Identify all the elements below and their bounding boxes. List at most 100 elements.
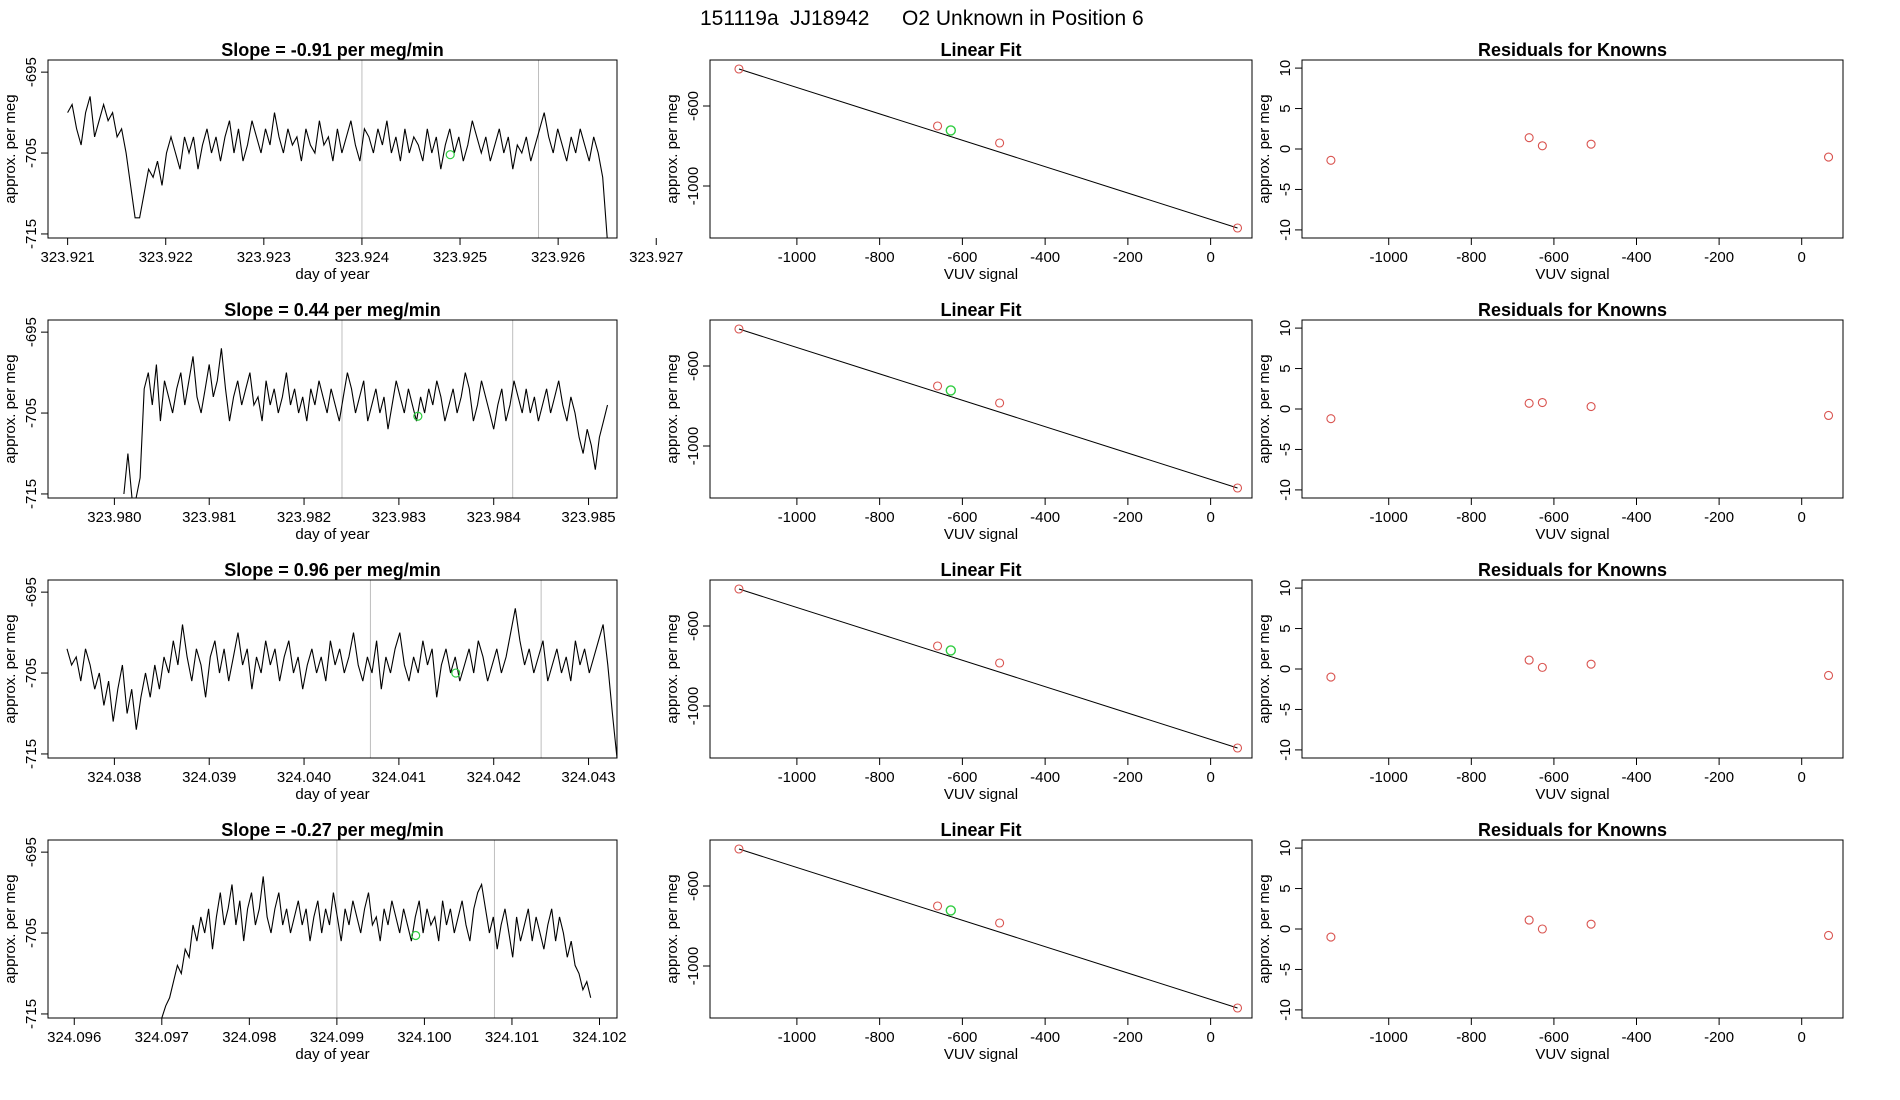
fit-line <box>738 588 1238 749</box>
unknown-point <box>945 125 956 136</box>
x-tick-label: -200 <box>1113 1029 1143 1046</box>
x-tick-label: -1000 <box>778 1029 816 1046</box>
x-tick-label: 324.040 <box>277 769 331 786</box>
x-tick-label: 0 <box>1206 249 1214 266</box>
x-axis-label: VUV signal <box>944 786 1018 803</box>
y-tick-label: -600 <box>685 611 702 641</box>
residual-point <box>1537 397 1547 408</box>
y-tick-label: -600 <box>685 91 702 121</box>
series-line <box>161 876 592 1019</box>
x-axis-label: VUV signal <box>1535 266 1609 283</box>
known-point <box>734 64 744 74</box>
y-tick-label: -5 <box>1277 963 1294 976</box>
y-tick-label: 0 <box>1277 405 1294 413</box>
y-axis-label: approx. per meg <box>1256 354 1273 463</box>
known-point <box>995 398 1005 408</box>
known-point <box>995 918 1005 928</box>
x-tick-label: 323.924 <box>335 249 389 266</box>
panel-title: Slope = 0.44 per meg/min <box>224 300 441 320</box>
y-axis-label: approx. per meg <box>1256 94 1273 203</box>
y-tick-label: 0 <box>1277 665 1294 673</box>
x-tick-label: 323.982 <box>277 509 331 526</box>
residual-point <box>1823 670 1834 681</box>
y-tick-label: -695 <box>23 837 40 867</box>
residual-point <box>1586 659 1596 669</box>
y-tick-label: -600 <box>685 871 702 901</box>
panel-title: Linear Fit <box>940 300 1021 320</box>
x-axis-label: day of year <box>295 786 369 803</box>
x-tick-label: 324.101 <box>485 1029 539 1046</box>
y-tick-label: -5 <box>1277 703 1294 716</box>
y-tick-label: -715 <box>23 999 40 1029</box>
chart-panel-time-series-row-4: Slope = -0.27 per meg/min 324.096 324.097 3… <box>2 820 627 1063</box>
unknown-point-marker <box>451 668 461 678</box>
residual-point <box>1524 915 1534 925</box>
x-tick-label: -1000 <box>1370 769 1408 786</box>
y-tick-label: -715 <box>23 739 40 769</box>
x-tick-label: -1000 <box>1370 1029 1408 1046</box>
known-point <box>1232 483 1243 493</box>
chart-panel-linear-fit-row-2: Linear Fit -1000 -800 -600 -400 -200 0 VUV sign… <box>664 300 1253 543</box>
x-tick-label: -800 <box>865 1029 895 1046</box>
chart-panel-time-series-row-3: Slope = 0.96 per meg/min 324.038 324.039 32… <box>2 560 618 803</box>
x-tick-label: -600 <box>1539 769 1569 786</box>
x-tick-label: -400 <box>1030 1029 1060 1046</box>
x-axis-label: day of year <box>295 266 369 283</box>
x-tick-label: -400 <box>1030 769 1060 786</box>
x-tick-label: -800 <box>1456 769 1486 786</box>
chart-panel-linear-fit-row-4: Linear Fit -1000 -800 -600 -400 -200 0 VUV sign… <box>664 820 1253 1063</box>
known-point <box>995 138 1005 148</box>
plot-frame <box>47 59 618 239</box>
x-tick-label: 323.925 <box>433 249 487 266</box>
fit-line <box>738 848 1238 1009</box>
x-tick-label: -600 <box>947 1029 977 1046</box>
y-axis-label: approx. per meg <box>1256 614 1273 723</box>
panel-title: Residuals for Knowns <box>1478 820 1667 840</box>
known-point <box>933 901 943 911</box>
known-point <box>734 584 744 594</box>
x-tick-label: -800 <box>1456 249 1486 266</box>
x-tick-label: 324.097 <box>135 1029 189 1046</box>
x-tick-label: 324.038 <box>87 769 141 786</box>
x-tick-label: -800 <box>865 509 895 526</box>
x-tick-label: 324.096 <box>47 1029 101 1046</box>
y-tick-label: -10 <box>1277 739 1294 761</box>
x-tick-label: -200 <box>1704 769 1734 786</box>
y-axis-label: approx. per meg <box>2 94 19 203</box>
residual-point <box>1524 133 1534 143</box>
known-point <box>933 641 943 651</box>
residual-point <box>1537 141 1547 151</box>
fit-line <box>738 328 1238 489</box>
panel-title: Residuals for Knowns <box>1478 40 1667 60</box>
plot-frame <box>709 579 1253 759</box>
series-line <box>66 608 618 759</box>
x-axis-label: VUV signal <box>944 526 1018 543</box>
y-tick-label: 10 <box>1277 320 1294 337</box>
series-line <box>67 96 608 239</box>
residual-point <box>1823 152 1834 162</box>
y-axis-label: approx. per meg <box>664 874 681 983</box>
known-point <box>933 121 943 131</box>
chart-panel-time-series-row-2: Slope = 0.44 per meg/min 323.980 323.981 32… <box>2 300 618 543</box>
y-tick-label: -705 <box>23 658 40 688</box>
y-tick-label: -1000 <box>685 947 702 985</box>
x-tick-label: 0 <box>1206 1029 1214 1046</box>
plot-frame <box>709 319 1253 499</box>
x-tick-label: -200 <box>1704 249 1734 266</box>
residual-point <box>1326 414 1336 424</box>
chart-panel-residuals-row-3: Residuals for Knowns-1000 -800 -600 -400 -20… <box>1256 560 1844 803</box>
known-point <box>1232 1003 1243 1013</box>
y-tick-label: -705 <box>23 398 40 428</box>
x-tick-label: 324.098 <box>222 1029 276 1046</box>
residual-point <box>1586 919 1596 929</box>
x-tick-label: 0 <box>1798 509 1806 526</box>
x-tick-label: 324.099 <box>310 1029 364 1046</box>
figure-title-run-id: 151119a <box>700 7 779 30</box>
y-axis-label: approx. per meg <box>2 354 19 463</box>
x-tick-label: -200 <box>1113 509 1143 526</box>
x-tick-label: -800 <box>1456 509 1486 526</box>
known-point <box>933 381 943 391</box>
residual-point <box>1537 662 1547 672</box>
x-tick-label: 324.042 <box>467 769 521 786</box>
